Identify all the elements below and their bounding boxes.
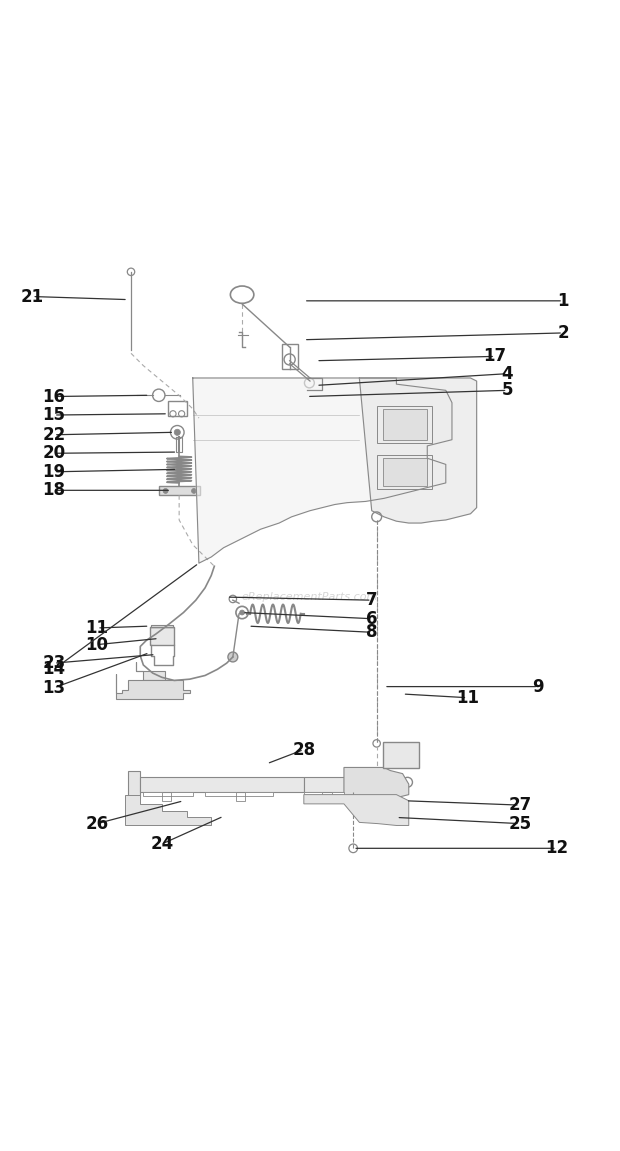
- Text: 26: 26: [86, 815, 108, 832]
- Text: eReplacementParts.com: eReplacementParts.com: [242, 592, 378, 602]
- Text: 25: 25: [508, 815, 531, 832]
- Text: 27: 27: [508, 796, 531, 814]
- Text: 5: 5: [502, 381, 513, 399]
- Text: 8: 8: [366, 624, 378, 641]
- Text: 4: 4: [502, 365, 513, 382]
- Polygon shape: [360, 378, 477, 523]
- Polygon shape: [304, 777, 344, 792]
- Text: 15: 15: [42, 406, 65, 424]
- Polygon shape: [128, 770, 140, 798]
- Text: 16: 16: [42, 388, 65, 405]
- Text: 6: 6: [366, 610, 378, 627]
- Polygon shape: [193, 378, 452, 563]
- Text: 2: 2: [557, 323, 569, 342]
- Circle shape: [192, 488, 197, 494]
- Circle shape: [240, 610, 244, 615]
- Bar: [383, 409, 427, 440]
- Polygon shape: [115, 674, 190, 699]
- Polygon shape: [344, 768, 409, 801]
- Text: 28: 28: [292, 740, 316, 759]
- Text: 11: 11: [456, 688, 479, 707]
- Text: 13: 13: [42, 679, 66, 696]
- Text: 18: 18: [42, 481, 65, 500]
- Polygon shape: [140, 777, 304, 792]
- Text: 22: 22: [42, 426, 66, 444]
- Circle shape: [163, 488, 168, 494]
- Circle shape: [228, 651, 238, 662]
- Bar: [383, 742, 419, 768]
- Bar: [149, 627, 174, 645]
- Bar: [159, 486, 200, 495]
- Bar: [168, 401, 187, 417]
- Polygon shape: [125, 794, 211, 825]
- Text: 14: 14: [42, 661, 66, 678]
- Polygon shape: [136, 662, 165, 680]
- Text: 12: 12: [546, 839, 569, 857]
- Circle shape: [174, 429, 180, 435]
- Polygon shape: [205, 792, 273, 801]
- Text: 23: 23: [42, 654, 66, 672]
- Text: 9: 9: [533, 678, 544, 695]
- Bar: [282, 344, 298, 368]
- Bar: [377, 406, 432, 443]
- Text: 19: 19: [42, 463, 66, 481]
- Polygon shape: [304, 794, 409, 825]
- Text: 7: 7: [366, 592, 378, 609]
- Text: 24: 24: [150, 834, 174, 853]
- Text: 20: 20: [42, 444, 66, 463]
- Polygon shape: [304, 792, 344, 801]
- Text: 11: 11: [86, 619, 108, 637]
- Text: 10: 10: [86, 635, 108, 654]
- Polygon shape: [143, 792, 193, 801]
- Text: 1: 1: [557, 292, 569, 310]
- Bar: [377, 455, 432, 489]
- Text: 21: 21: [20, 288, 44, 305]
- Text: 17: 17: [484, 348, 507, 365]
- Bar: [383, 458, 427, 486]
